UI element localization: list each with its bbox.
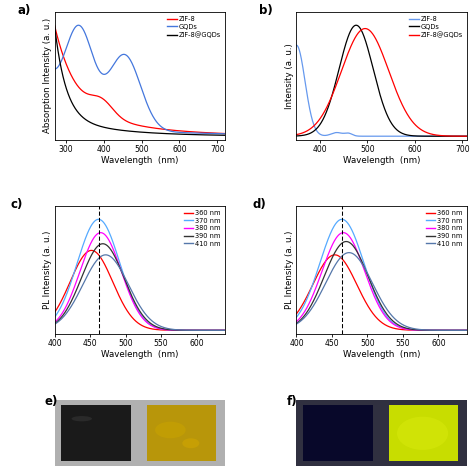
Text: b): b) xyxy=(259,4,273,17)
Legend: 360 nm, 370 nm, 380 nm, 390 nm, 410 nm: 360 nm, 370 nm, 380 nm, 390 nm, 410 nm xyxy=(183,209,221,248)
Ellipse shape xyxy=(182,438,200,448)
Legend: ZIF-8, GQDs, ZIF-8@GQDs: ZIF-8, GQDs, ZIF-8@GQDs xyxy=(409,15,464,39)
Text: d): d) xyxy=(252,198,266,211)
Bar xyxy=(146,406,217,461)
Ellipse shape xyxy=(397,416,448,450)
X-axis label: Wavelength  (nm): Wavelength (nm) xyxy=(101,350,178,359)
X-axis label: Wavelength  (nm): Wavelength (nm) xyxy=(343,350,420,359)
Y-axis label: Absorption Intensity (a. u.): Absorption Intensity (a. u.) xyxy=(44,18,53,133)
Text: f): f) xyxy=(286,395,297,408)
Text: a): a) xyxy=(17,4,30,17)
Bar xyxy=(303,406,373,461)
Legend: 360 nm, 370 nm, 380 nm, 390 nm, 410 nm: 360 nm, 370 nm, 380 nm, 390 nm, 410 nm xyxy=(425,209,464,248)
Y-axis label: PL Intensity (a. u.): PL Intensity (a. u.) xyxy=(44,231,53,309)
Ellipse shape xyxy=(155,422,186,438)
Y-axis label: PL Intensity (a. u.): PL Intensity (a. u.) xyxy=(285,231,294,309)
Bar xyxy=(389,406,458,461)
Y-axis label: Intensity (a. u.): Intensity (a. u.) xyxy=(285,43,294,109)
Bar xyxy=(61,406,131,461)
Ellipse shape xyxy=(72,416,92,421)
Text: e): e) xyxy=(44,395,58,408)
X-axis label: Wavelength  (nm): Wavelength (nm) xyxy=(101,156,178,165)
Text: c): c) xyxy=(10,198,23,211)
X-axis label: Wavelength  (nm): Wavelength (nm) xyxy=(343,156,420,165)
Legend: ZIF-8, GQDs, ZIF-8@GQDs: ZIF-8, GQDs, ZIF-8@GQDs xyxy=(167,15,221,39)
